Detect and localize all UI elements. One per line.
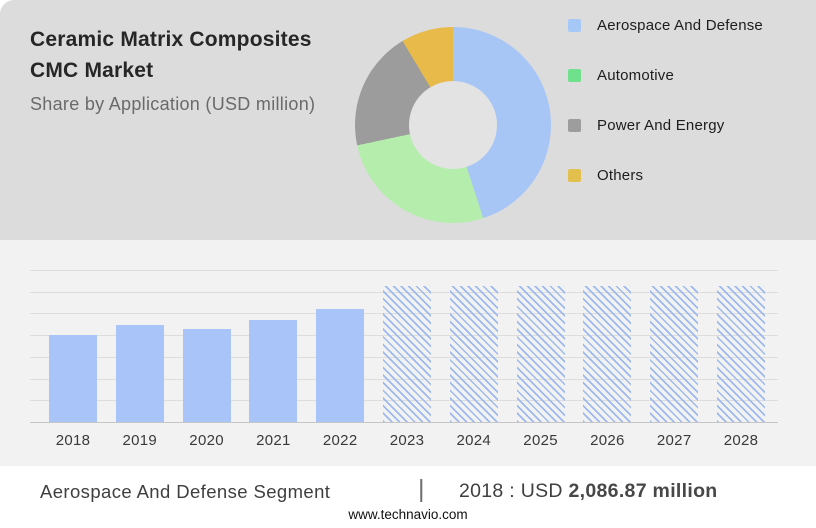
bar-2025 — [516, 285, 565, 422]
bar-chart-panel: 2018 2019 2020 2021 2022 2023 2024 2025 2026 2027… — [0, 240, 816, 466]
xaxis-label-2019: 2019 — [122, 432, 158, 449]
website-link[interactable]: www.technavio.com — [348, 507, 468, 522]
bar-2020 — [182, 329, 231, 422]
bar-2027 — [650, 285, 699, 422]
page-title-line1: Ceramic Matrix Composites — [30, 28, 312, 51]
legend-swatch-icon — [568, 18, 581, 32]
xaxis-label-2028: 2028 — [723, 432, 759, 449]
xaxis-label-2024: 2024 — [456, 432, 492, 449]
segment-value-prefix: 2018 : USD — [459, 480, 569, 502]
website-row: www.technavio.com — [0, 506, 816, 524]
segment-value-amount: 2,086.87 million — [568, 480, 718, 502]
bar-2022 — [316, 308, 365, 422]
donut-chart — [355, 27, 551, 223]
legend-item-others: Others — [568, 150, 763, 200]
bar-2023 — [383, 285, 431, 422]
legend-swatch-icon — [568, 118, 581, 132]
page-title-line2: CMC Market — [30, 59, 154, 82]
bar-2026 — [583, 285, 632, 422]
xaxis-label-2026: 2026 — [590, 432, 625, 449]
xaxis-label-2018: 2018 — [55, 432, 91, 449]
legend-label: Automotive — [597, 66, 675, 84]
xaxis-label-2025: 2025 — [523, 432, 558, 449]
x-axis-line — [30, 422, 778, 423]
donut-hole — [409, 81, 497, 169]
bar-2028 — [717, 285, 765, 422]
bar-2024 — [449, 285, 498, 422]
legend-item-power-and-energy: Power And Energy — [568, 100, 763, 150]
gridline — [30, 270, 778, 271]
footer-bar: Aerospace And Defense Segment | 2018 : U… — [0, 466, 816, 528]
header-panel: Ceramic Matrix Composites CMC Market Sha… — [0, 0, 816, 240]
page-subtitle: Share by Application (USD million) — [30, 94, 316, 114]
legend-swatch-icon — [568, 168, 581, 182]
legend-item-automotive: Automotive — [568, 50, 763, 100]
legend-label: Power And Energy — [597, 116, 725, 134]
footer-separator: | — [418, 475, 425, 503]
xaxis-label-2023: 2023 — [389, 432, 425, 449]
bar-2021 — [249, 320, 298, 422]
segment-value: 2018 : USD 2,086.87 million — [459, 480, 718, 503]
xaxis-label-2027: 2027 — [656, 432, 692, 449]
legend-item-aerospace-and-defense: Aerospace And Defense — [568, 0, 763, 50]
xaxis-label-2022: 2022 — [322, 432, 358, 449]
bar-2018 — [49, 335, 97, 422]
xaxis-label-2020: 2020 — [189, 432, 224, 449]
title-block: Ceramic Matrix Composites CMC Market Sha… — [30, 24, 350, 115]
segment-label: Aerospace And Defense Segment — [40, 481, 331, 502]
bar-2019 — [115, 325, 164, 422]
legend-swatch-icon — [568, 68, 581, 82]
bar-plot: 2018 2019 2020 2021 2022 2023 2024 2025 2026 2027… — [30, 270, 778, 449]
legend-label: Aerospace And Defense — [597, 16, 763, 34]
chart-legend: Aerospace And Defense Automotive Power And… — [568, 0, 763, 200]
legend-label: Others — [597, 166, 644, 184]
xaxis-label-2021: 2021 — [256, 432, 291, 449]
page-title: Ceramic Matrix Composites CMC Market — [30, 24, 350, 86]
